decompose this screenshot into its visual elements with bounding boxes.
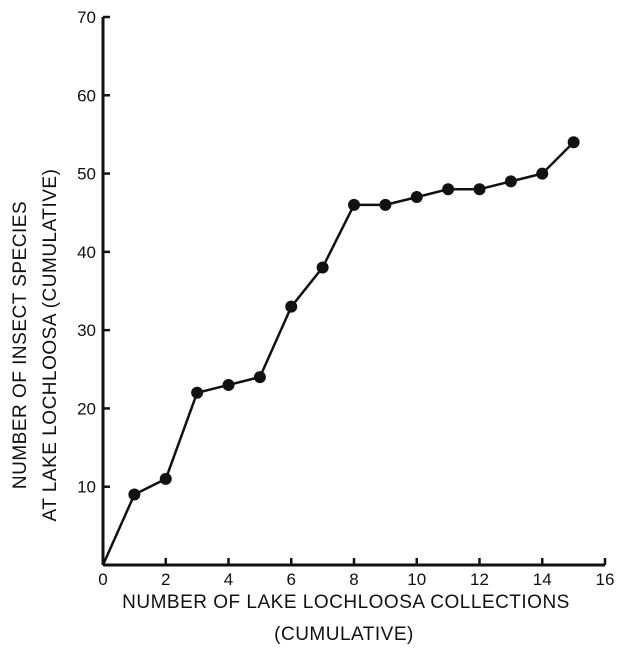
y-tick-label: 60 [77,86,96,105]
data-point [442,183,455,196]
y-tick-label: 10 [77,478,96,497]
y-tick-label: 50 [77,165,96,184]
data-point [316,261,329,274]
series-line [101,141,575,566]
y-axis-title: NUMBER OF INSECT SPECIES [10,201,31,489]
series [101,136,580,566]
x-tick-label: 6 [287,570,296,589]
data-point [253,371,266,384]
y-tick-label: 30 [77,321,96,340]
data-point [410,191,423,204]
data-point [473,183,486,196]
y-tick-label: 40 [77,243,96,262]
data-point [222,378,235,391]
x-tick-label: 0 [98,570,107,589]
x-axis-title-note: (CUMULATIVE) [274,624,414,645]
axes [101,17,605,567]
ticks: 10 20 30 40 50 60 70 0 2 4 6 8 10 12 14 16 [77,8,614,589]
data-point [567,136,580,149]
y-tick-label: 70 [77,8,96,27]
x-tick-label: 12 [470,570,489,589]
y-axis-title-line2: AT LAKE LOCHLOOSA (CUMULATIVE) [40,169,61,522]
data-point [536,167,549,180]
x-tick-label: 8 [349,570,358,589]
x-tick-label: 10 [407,570,426,589]
data-point [159,472,172,485]
data-point [504,175,517,188]
x-tick-label: 2 [161,570,170,589]
x-tick-label: 16 [596,570,615,589]
x-tick-label: 4 [224,570,233,589]
data-point [191,386,204,399]
data-point [348,198,360,211]
data-point [379,198,392,211]
data-point [285,300,298,313]
y-tick-label: 20 [77,399,96,418]
x-axis-title: NUMBER OF LAKE LOCHLOOSA COLLECTIONS [122,592,570,613]
data-point [128,488,141,501]
x-tick-label: 14 [533,570,552,589]
